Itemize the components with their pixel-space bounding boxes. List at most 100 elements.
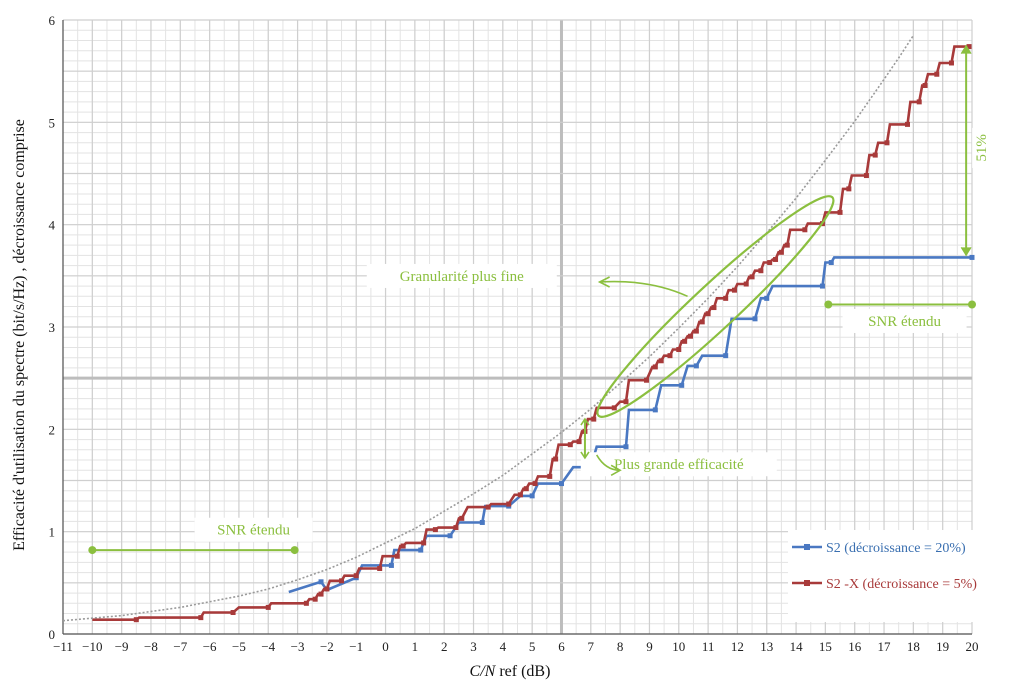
y-axis-title: Efficacité d'utilisation du spectre (bit… (11, 119, 28, 551)
granularity-label-bg (366, 263, 557, 288)
gain-arrow-head-top (960, 44, 972, 54)
x-tick-label: −3 (291, 639, 305, 654)
s2x-point (394, 553, 400, 559)
s2x-point (966, 44, 972, 50)
s2x-point (198, 615, 204, 621)
s2x-point (400, 543, 406, 549)
s2x-point (432, 527, 438, 533)
s2x-point (693, 328, 699, 334)
s2x-point (743, 281, 749, 287)
x-axis-title-rest: ref (dB) (495, 663, 550, 680)
y-tick-label: 6 (49, 13, 56, 28)
s2x-point (863, 173, 869, 179)
snr-right-arrow-dot (824, 300, 833, 309)
x-tick-label: −8 (144, 639, 158, 654)
s2x-point (723, 295, 729, 301)
granularity-label-text: Granularité plus fine (400, 269, 524, 285)
s2x-point (133, 617, 139, 623)
legend-label-s2x: S2 -X (décroissance = 5%) (826, 577, 977, 592)
x-axis-title-italic: C/N (470, 663, 497, 680)
s2x-point (934, 71, 940, 77)
s2x-point (699, 319, 705, 325)
s2x-point (682, 338, 688, 344)
x-tick-labels: −11 −10 −9 −8 −7 −6 −5 −4 −3 −2 −1 0 1 2 3 4 5 6 7 8 9 10 11 12… (53, 639, 978, 654)
snr-right-label-text: SNR étendu (868, 314, 941, 330)
s2-point (764, 295, 770, 301)
s2x-point (767, 260, 773, 266)
s2x-point (872, 152, 878, 158)
major-grid (62, 19, 973, 635)
x-tick-label: 12 (731, 639, 744, 654)
y-tick-label: 3 (49, 320, 56, 335)
x-tick-label: 18 (907, 639, 920, 654)
y-tick-label: 2 (49, 422, 56, 437)
s2x-point (485, 504, 491, 510)
s2x-point (884, 140, 890, 146)
s2x-point (324, 586, 330, 592)
efficiency-pointer-line (595, 454, 621, 472)
s2x-point (749, 274, 755, 280)
y-tick-label: 1 (49, 525, 56, 540)
s2x-point (453, 525, 459, 531)
s2x-point (688, 333, 694, 339)
s2x-point (705, 311, 711, 317)
legend-label-s2: S2 (décroissance = 20%) (826, 541, 966, 556)
y-tick-label: 4 (49, 218, 56, 233)
s2-point (479, 519, 485, 525)
snr-left-label-text: SNR étendu (217, 523, 290, 539)
s2x-point (567, 442, 573, 448)
s2-point (447, 533, 453, 539)
s2x-point (459, 515, 465, 521)
efficiency-label-bg (580, 452, 777, 477)
x-tick-label: 11 (702, 639, 715, 654)
x-tick-label: 1 (412, 639, 419, 654)
s2-point (623, 444, 629, 450)
s2x-point (784, 242, 790, 248)
x-axis-title: C/N ref (dB) (470, 663, 551, 680)
y-tick-label: 5 (49, 115, 56, 130)
x-tick-label: −4 (261, 639, 275, 654)
s2x-point (517, 492, 523, 498)
x-tick-label: 6 (558, 639, 565, 654)
x-tick-label: −2 (320, 639, 334, 654)
s2x-point (652, 364, 658, 370)
s2x-point (667, 353, 673, 359)
s2x-point (591, 416, 597, 422)
s2x-point (837, 209, 843, 215)
x-tick-label: 4 (500, 639, 507, 654)
s2x-point (773, 256, 779, 262)
axes (62, 20, 972, 635)
s2x-point (421, 540, 427, 546)
annotations: SNR étendu SNR étendu Granularité plus fin… (88, 44, 993, 555)
x-tick-label: 5 (529, 639, 536, 654)
snr-right-arrow-dot (968, 300, 976, 309)
s2x-point (353, 573, 359, 579)
s2x-point (802, 227, 808, 233)
s2x-point (846, 186, 852, 192)
s2-point (693, 363, 699, 369)
x-tick-label: −11 (53, 639, 73, 654)
x-tick-label: 7 (588, 639, 595, 654)
y-tick-label: 0 (49, 627, 56, 642)
snr-left-arrow-dot (88, 546, 97, 555)
s2-point (819, 283, 825, 289)
s2x-point (339, 578, 345, 584)
s2x-point (676, 347, 682, 353)
s2x-point (611, 405, 617, 411)
legend-background (788, 530, 1018, 622)
s2x-point (658, 358, 664, 364)
s2x-point (904, 121, 910, 127)
s2x-point (758, 268, 764, 274)
s2x-point (576, 439, 582, 445)
capacity-curve-line (62, 34, 915, 622)
x-tick-label: −9 (115, 639, 129, 654)
s2x-point (265, 604, 271, 610)
x-tick-label: 15 (819, 639, 832, 654)
s2x-point (312, 596, 318, 602)
s2x-point (532, 481, 538, 487)
x-tick-label: 14 (790, 639, 804, 654)
legend-marker-s2x (804, 580, 810, 586)
x-tick-label: 16 (848, 639, 862, 654)
y-tick-labels: 0 1 2 3 4 5 6 (49, 13, 56, 642)
x-tick-label: 13 (760, 639, 773, 654)
